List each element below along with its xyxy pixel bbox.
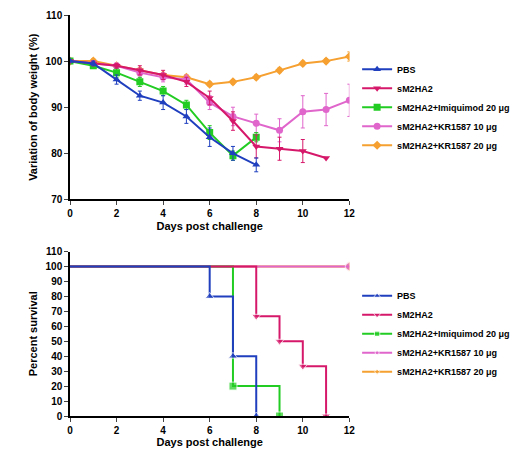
svg-text:0: 0	[67, 208, 73, 219]
svg-text:30: 30	[51, 366, 63, 377]
svg-text:2: 2	[114, 208, 120, 219]
svg-text:6: 6	[207, 425, 213, 436]
svg-text:sM2HA2+KR1587 20 μg: sM2HA2+KR1587 20 μg	[397, 141, 497, 151]
svg-text:0: 0	[67, 425, 73, 436]
svg-text:10: 10	[297, 425, 309, 436]
svg-text:50: 50	[51, 336, 63, 347]
svg-text:70: 70	[51, 194, 63, 205]
svg-text:12: 12	[344, 425, 356, 436]
svg-text:Days post challenge: Days post challenge	[156, 220, 262, 232]
svg-text:sM2HA2+Imiquimod 20 μg: sM2HA2+Imiquimod 20 μg	[397, 103, 509, 113]
svg-text:0: 0	[57, 411, 63, 422]
svg-text:sM2HA2: sM2HA2	[397, 310, 433, 320]
svg-text:sM2HA2: sM2HA2	[397, 84, 433, 94]
svg-text:PBS: PBS	[397, 291, 416, 301]
svg-text:90: 90	[51, 102, 63, 113]
svg-text:60: 60	[51, 321, 63, 332]
svg-text:4: 4	[160, 425, 166, 436]
svg-text:100: 100	[46, 56, 63, 67]
svg-text:Variation of body weight (%): Variation of body weight (%)	[27, 33, 39, 181]
svg-text:100: 100	[46, 261, 63, 272]
svg-text:sM2HA2+KR1587 20 μg: sM2HA2+KR1587 20 μg	[397, 367, 497, 377]
svg-text:Percent survival: Percent survival	[27, 291, 39, 376]
svg-text:10: 10	[297, 208, 309, 219]
svg-text:PBS: PBS	[397, 65, 416, 75]
svg-text:110: 110	[46, 246, 63, 257]
svg-text:sM2HA2+KR1587 10 μg: sM2HA2+KR1587 10 μg	[397, 122, 497, 132]
svg-text:8: 8	[253, 208, 259, 219]
svg-text:sM2HA2+Imiquimod 20 μg: sM2HA2+Imiquimod 20 μg	[397, 329, 509, 339]
svg-text:Days post challenge: Days post challenge	[156, 436, 262, 448]
svg-text:8: 8	[253, 425, 259, 436]
svg-text:80: 80	[51, 291, 63, 302]
svg-text:80: 80	[51, 148, 63, 159]
svg-text:70: 70	[51, 306, 63, 317]
svg-text:2: 2	[114, 425, 120, 436]
svg-text:90: 90	[51, 276, 63, 287]
svg-text:12: 12	[344, 208, 356, 219]
svg-text:110: 110	[46, 10, 63, 21]
svg-text:sM2HA2+KR1587 10 μg: sM2HA2+KR1587 10 μg	[397, 348, 497, 358]
svg-text:10: 10	[51, 396, 63, 407]
svg-text:40: 40	[51, 351, 63, 362]
svg-text:6: 6	[207, 208, 213, 219]
svg-text:4: 4	[160, 208, 166, 219]
svg-text:20: 20	[51, 381, 63, 392]
